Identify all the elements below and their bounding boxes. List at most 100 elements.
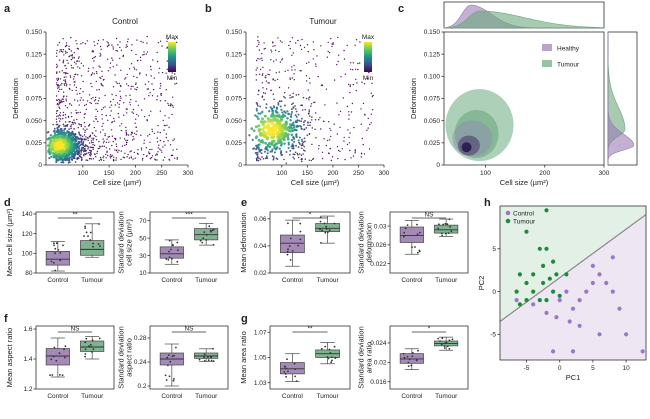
scatter-point [309,124,311,127]
data-point [287,222,289,225]
scatter-point [123,102,125,104]
scatter-point [303,145,306,148]
data-point [334,357,336,359]
data-point [407,365,410,367]
scatter-point [123,138,126,140]
scatter-point [116,82,119,85]
axes [243,31,385,168]
scatter-point [147,135,149,137]
scatter-point [93,100,96,102]
scatter-point [275,146,279,149]
data-point [212,228,215,231]
scatter-point [265,88,268,90]
scatter-point [61,88,63,91]
x-tick-label: Tumour [317,393,340,400]
scatter-point [309,96,311,98]
scatter-point [79,67,81,69]
scatter-point [165,72,167,75]
data-point [324,231,327,234]
scatter-point [86,159,89,162]
scatter-point [77,140,80,143]
scatter-point [67,130,70,133]
pca-point [570,306,576,311]
scatter-point [93,56,95,59]
scatter-point [56,49,58,52]
pca-point [544,246,549,251]
scatter-point [357,68,359,71]
scatter-point [95,135,97,138]
scatter-point [328,139,331,141]
scatter-point [63,72,65,74]
data-point [88,345,90,347]
scatter-point [285,162,288,164]
scatter-point [84,149,86,151]
data-point [323,222,326,225]
scatter-point [67,159,70,162]
scatter-point [290,133,294,136]
significance-label: NS [424,212,434,219]
scatter-point [119,99,121,102]
scatter-point [59,118,62,120]
scatter-point [102,107,105,109]
scatter-point [110,129,113,131]
x-tick-label: 200 [539,170,550,177]
scatter-point [67,161,70,164]
scatter-point [75,109,77,112]
scatter-point [304,108,307,111]
scatter-point [82,80,84,83]
data-point [165,379,168,381]
scatter-point [360,152,363,155]
scatter-point [361,81,363,83]
data-point [404,227,407,230]
scatter-point [93,144,96,147]
scatter-point [94,96,97,99]
data-point [445,232,447,235]
scatter-point [101,75,103,78]
scatter-point [329,148,331,150]
scatter-point [56,66,58,69]
scatter-point [54,138,59,142]
scatter-point [60,50,63,53]
scatter-point [261,122,265,127]
data-point [202,355,205,358]
scatter-point [67,116,70,118]
scatter-point [120,150,123,152]
scatter-point [278,115,282,119]
scatter-point [58,59,61,61]
scatter-point [261,96,264,98]
scatter-point [281,41,283,43]
scatter-point [258,148,261,152]
scatter-point [136,76,138,79]
data-point [443,345,446,347]
data-point [84,353,87,355]
scatter-point [98,97,100,99]
scatter-point [307,121,309,124]
plot-frame [149,325,229,390]
data-point [173,378,175,380]
scatter-point [267,82,269,84]
scatter-point [107,119,109,122]
scatter-point [73,84,76,86]
scatter-point [257,112,260,115]
kde-panel-c: 100 200 30000.0250.0500.0750.1000.1250.150… [409,1,638,187]
y-tick-label: 0.025 [226,140,243,147]
x-tick-label: Control [47,277,69,284]
scatter-point [70,155,73,158]
scatter-point [282,136,286,140]
scatter-point [60,131,64,135]
scatter-point [259,132,264,136]
scatter-point [55,52,58,54]
scatter-point [102,122,104,125]
scatter-point [277,122,282,126]
significance-label: NS [184,326,194,333]
box-iqr [45,348,70,366]
scatter-point [273,118,277,123]
scatter-point [255,74,257,76]
data-point [57,249,60,251]
scatter-point [111,93,113,96]
scatter-point [340,76,342,78]
scatter-point [292,52,294,54]
scatter-point [127,38,129,40]
scatter-point [60,49,62,51]
